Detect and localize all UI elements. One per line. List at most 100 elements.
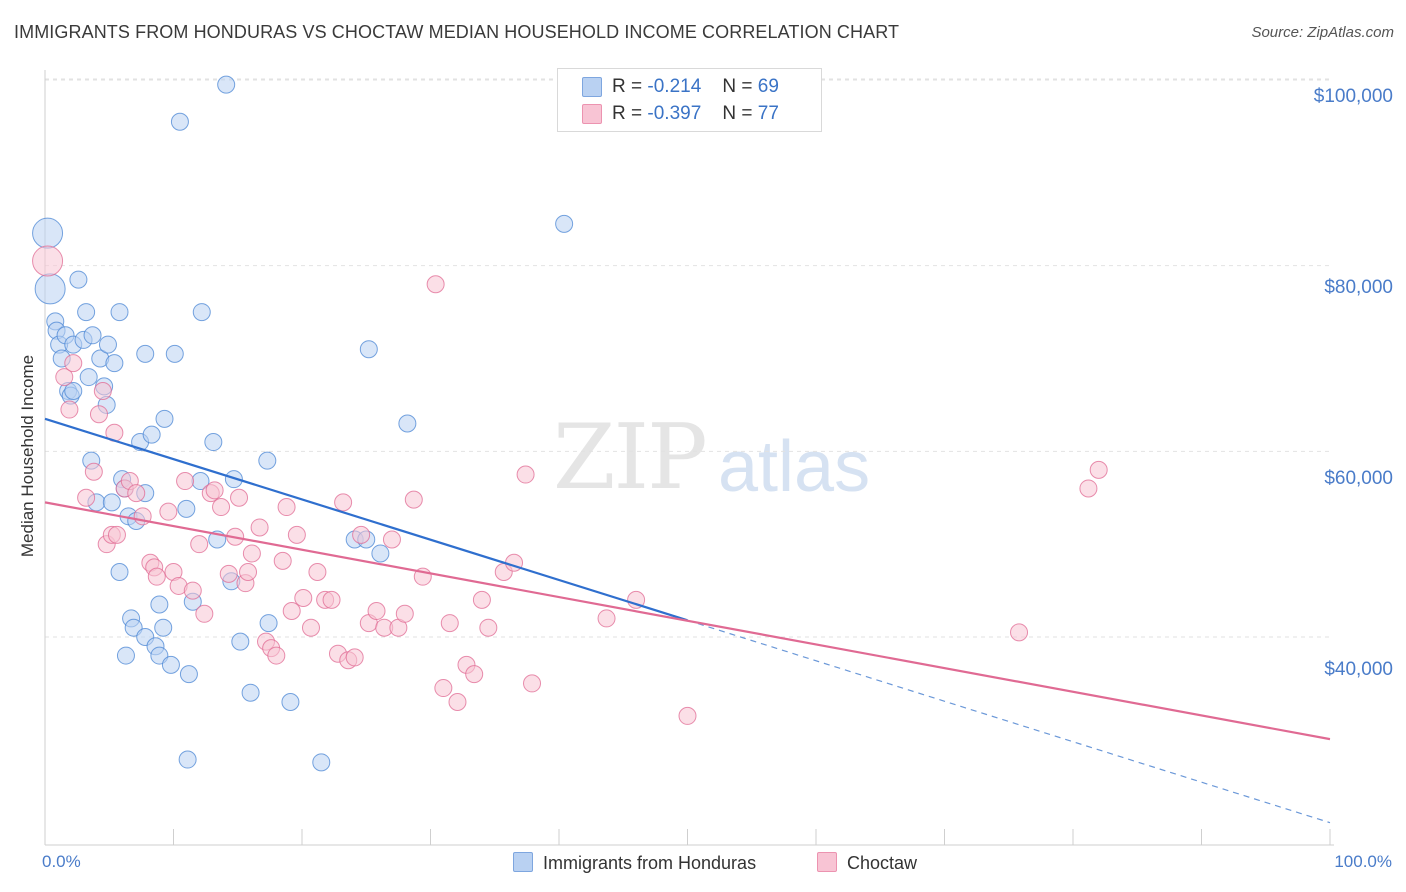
honduras-point: [259, 614, 278, 633]
honduras-point: [161, 655, 180, 674]
choctaw-point: [382, 530, 401, 549]
choctaw-point: [479, 618, 498, 637]
choctaw-point: [55, 368, 74, 387]
choctaw-point: [448, 692, 467, 711]
honduras-point: [170, 112, 189, 131]
honduras-point: [83, 326, 102, 345]
honduras-point: [32, 217, 64, 249]
r-value: -0.214: [647, 76, 702, 97]
y-tick-label: $100,000: [1313, 86, 1393, 107]
choctaw-point: [107, 525, 126, 544]
honduras-point: [179, 665, 198, 684]
choctaw-point: [89, 405, 108, 424]
honduras-trend-line: [44, 417, 688, 622]
x-tick-label-max: 100.0%: [1334, 852, 1392, 871]
honduras-point: [312, 753, 331, 772]
n-label: N =: [722, 76, 753, 97]
honduras-point: [555, 214, 574, 233]
honduras-point: [192, 303, 211, 322]
series2-legend-swatch: [817, 852, 837, 872]
choctaw-point: [127, 484, 146, 503]
choctaw-point: [239, 563, 258, 582]
choctaw-point: [190, 535, 209, 554]
choctaw-point: [147, 567, 166, 586]
choctaw-point: [77, 488, 96, 507]
choctaw-point: [678, 706, 697, 725]
chart-title: IMMIGRANTS FROM HONDURAS VS CHOCTAW MEDI…: [14, 22, 900, 42]
choctaw-point: [84, 462, 103, 481]
choctaw-point: [267, 646, 286, 665]
honduras-point: [142, 425, 161, 444]
choctaw-point: [472, 590, 491, 609]
choctaw-point: [183, 581, 202, 600]
n-label: N =: [722, 103, 753, 124]
honduras-point: [204, 433, 223, 452]
honduras-point: [178, 750, 197, 769]
y-tick-label: $80,000: [1324, 277, 1393, 298]
choctaw-point: [32, 245, 64, 277]
y-axis-label: Median Household Income: [18, 354, 37, 558]
series1-legend-label: Immigrants from Honduras: [543, 853, 757, 873]
choctaw-point: [64, 354, 83, 373]
choctaw-trend-line: [44, 501, 1331, 741]
choctaw-point: [212, 498, 231, 517]
choctaw-point: [523, 674, 542, 693]
choctaw-point: [352, 525, 371, 544]
choctaw-point: [322, 590, 341, 609]
choctaw-point: [93, 381, 112, 400]
choctaw-point: [426, 275, 445, 294]
honduras-point: [110, 563, 129, 582]
choctaw-point: [308, 563, 327, 582]
source-label: Source: ZipAtlas.com: [1251, 24, 1394, 41]
choctaw-point: [219, 564, 238, 583]
n-value: 77: [757, 103, 779, 124]
honduras-point: [110, 303, 129, 322]
honduras-point: [258, 451, 277, 470]
honduras-point: [77, 303, 96, 322]
honduras-point: [136, 344, 155, 363]
choctaw-point: [294, 589, 313, 608]
r-label: R =: [612, 76, 643, 97]
honduras-point: [217, 75, 236, 94]
honduras-point: [69, 270, 88, 289]
choctaw-point: [159, 502, 178, 521]
choctaw-point: [465, 665, 484, 684]
series2-legend-label: Choctaw: [847, 853, 918, 873]
choctaw-point: [176, 472, 195, 491]
r-value: -0.397: [647, 103, 702, 124]
choctaw-point: [282, 602, 301, 621]
honduras-point: [154, 618, 173, 637]
honduras-point: [231, 632, 250, 651]
choctaw-point: [205, 481, 224, 500]
choctaw-point: [60, 400, 79, 419]
stats-legend: R = -0.214 N = 69 R = -0.397 N = 77: [557, 68, 822, 132]
choctaw-point: [334, 493, 353, 512]
r-label: R =: [612, 103, 643, 124]
choctaw-point: [242, 544, 261, 563]
honduras-point: [98, 335, 117, 354]
n-value: 69: [757, 76, 779, 97]
honduras-point: [34, 273, 66, 305]
honduras-point: [241, 683, 260, 702]
choctaw-point: [597, 609, 616, 628]
legend-item-series1[interactable]: Immigrants from Honduras: [513, 852, 756, 874]
choctaw-point: [434, 679, 453, 698]
choctaw-point: [277, 498, 296, 517]
series1-legend-swatch: [513, 852, 533, 872]
choctaw-point: [440, 614, 459, 633]
y-tick-label: $40,000: [1324, 659, 1393, 680]
choctaw-point: [230, 488, 249, 507]
series2-swatch: [582, 104, 602, 124]
choctaw-point: [395, 604, 414, 623]
honduras-point: [150, 595, 169, 614]
legend-item-series2[interactable]: Choctaw: [817, 852, 917, 874]
choctaw-point: [367, 602, 386, 621]
honduras-point: [165, 344, 184, 363]
honduras-point: [398, 414, 417, 433]
honduras-point: [79, 368, 98, 387]
choctaw-point: [627, 590, 646, 609]
choctaw-point: [1079, 479, 1098, 498]
honduras-trend-extension: [687, 619, 1331, 824]
watermark-zip: ZIP: [553, 405, 708, 510]
